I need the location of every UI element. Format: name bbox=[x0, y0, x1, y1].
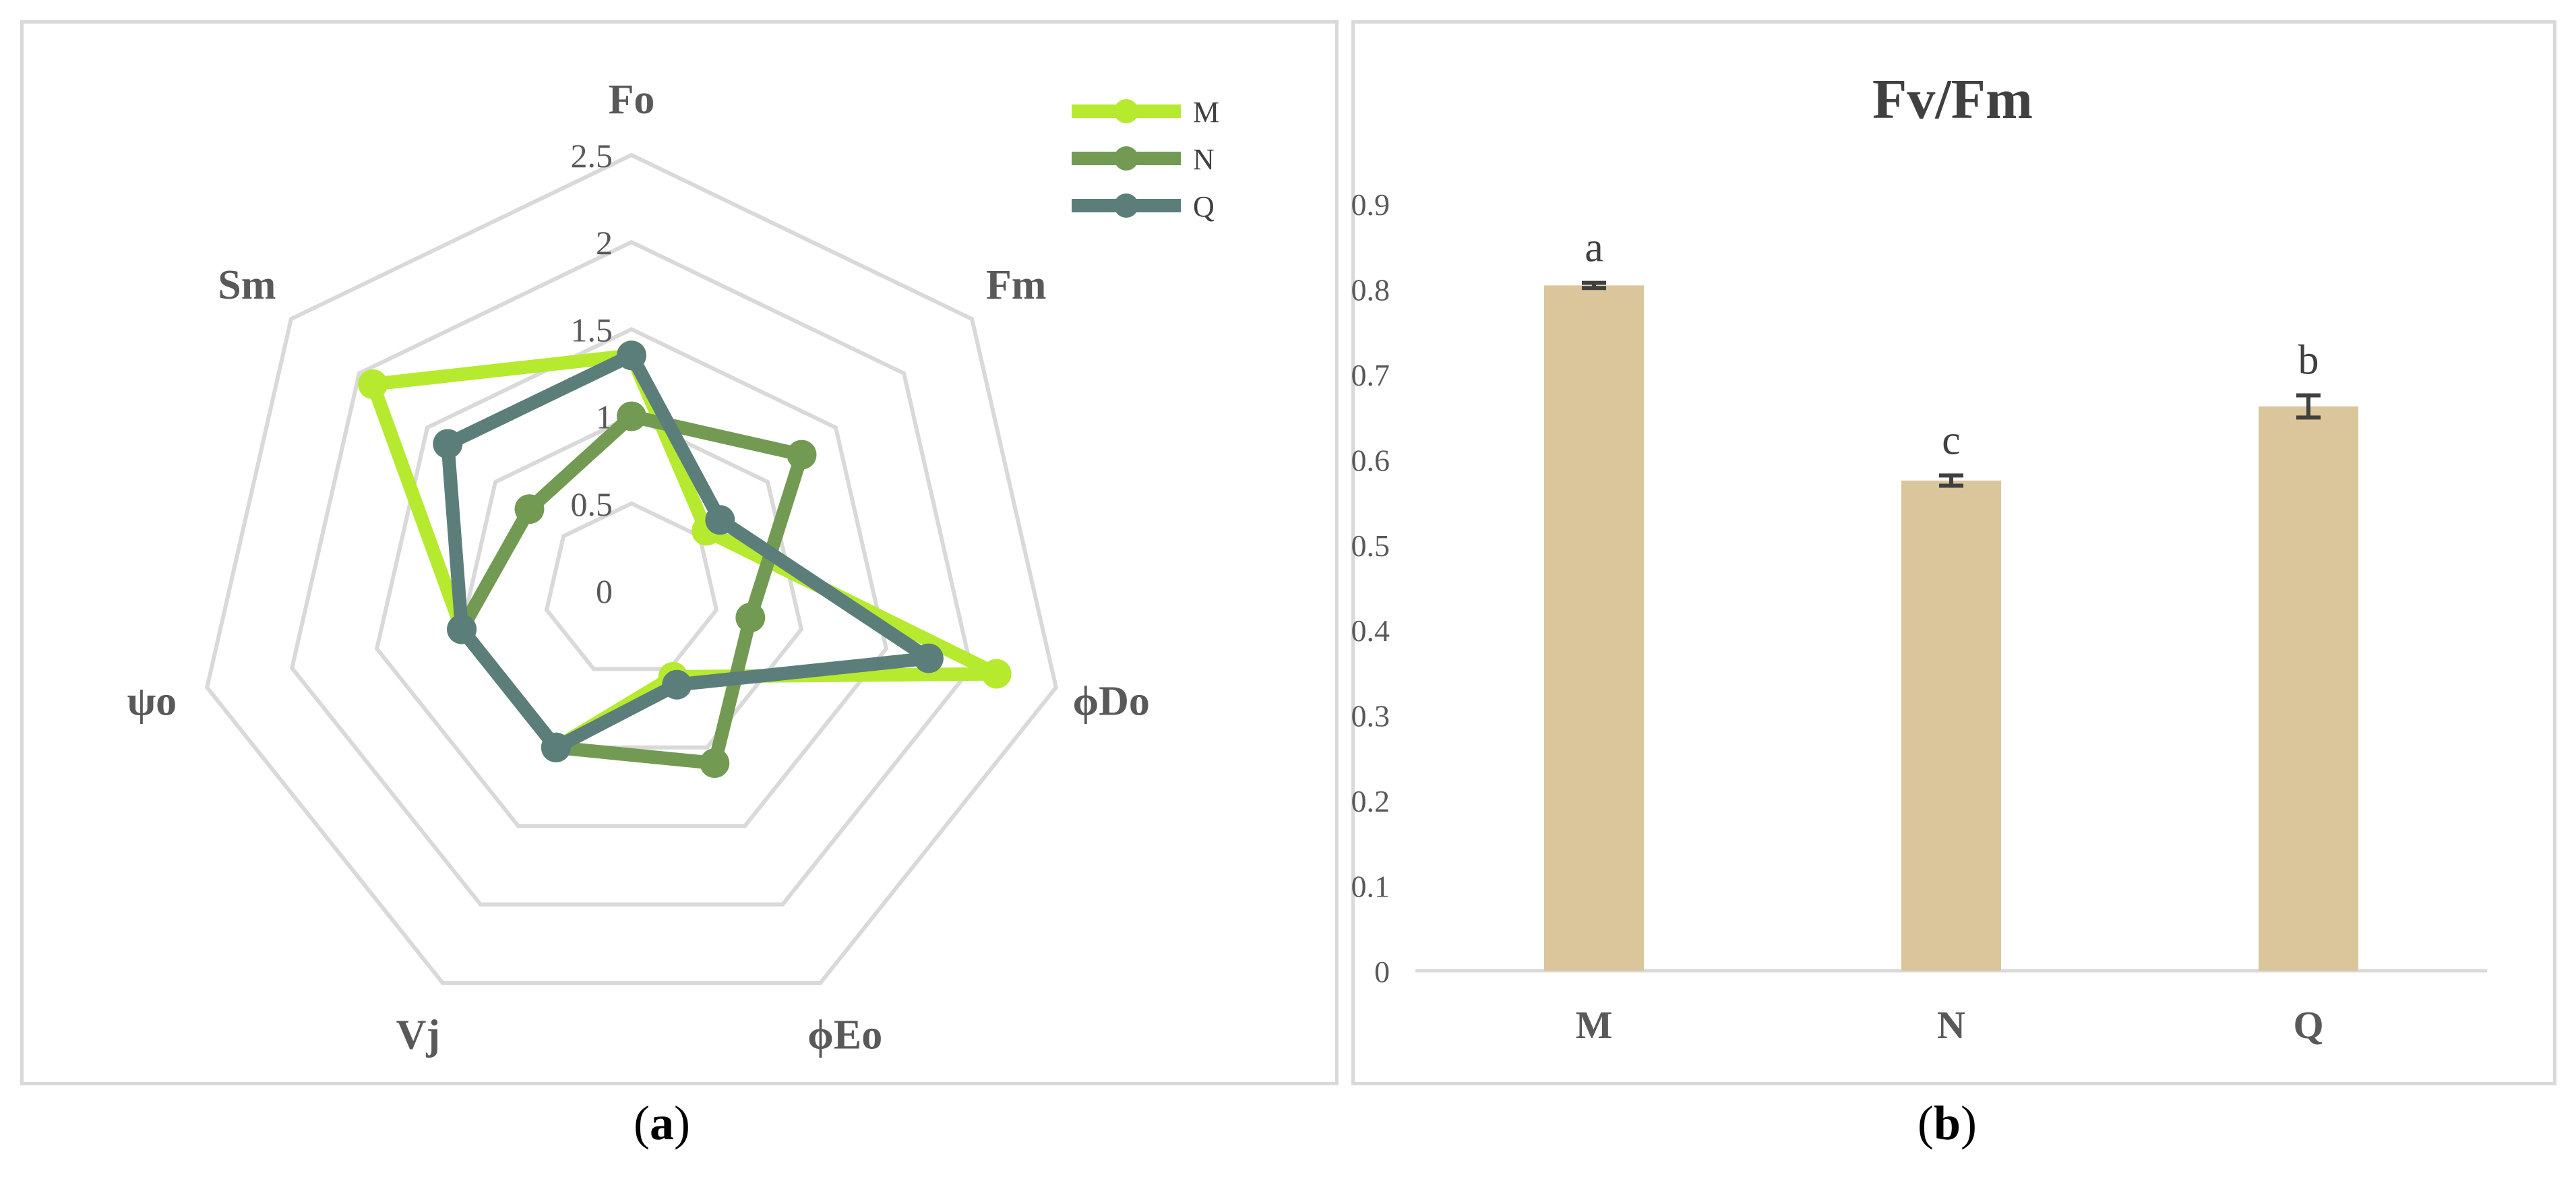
radar-axis-label-1: Fo bbox=[609, 77, 655, 123]
legend-label-n: N bbox=[1193, 143, 1215, 176]
radar-point-q bbox=[913, 643, 944, 673]
error-bar-n bbox=[1939, 473, 1963, 488]
radar-axis-label-4: ϕEo bbox=[807, 1013, 882, 1058]
radar-point-n bbox=[514, 494, 545, 524]
bar-y-tick-label: 0.2 bbox=[1351, 784, 1390, 818]
caption-a: (a) bbox=[634, 1096, 690, 1150]
radar-point-n bbox=[787, 440, 817, 470]
bar-x-tick-label-q: Q bbox=[2293, 1003, 2323, 1047]
radar-point-q bbox=[662, 669, 692, 700]
radar-grid-ring bbox=[459, 414, 804, 750]
bar-y-tick-label: 0.1 bbox=[1351, 870, 1390, 904]
legend-label-q: Q bbox=[1193, 190, 1215, 223]
radar-point-n bbox=[617, 401, 646, 431]
radar-tick-label: 0.5 bbox=[571, 485, 613, 523]
bar-y-tick-label: 0 bbox=[1374, 955, 1390, 989]
radar-point-m bbox=[358, 369, 388, 399]
bar-y-tick-label: 0.4 bbox=[1351, 613, 1390, 648]
bar-n bbox=[1901, 480, 2001, 971]
bar-y-tick-label: 0.9 bbox=[1351, 187, 1390, 222]
radar-legend: MNQ bbox=[1072, 96, 1219, 223]
radar-axis-label-6: ψo bbox=[127, 678, 177, 724]
radar-tick-label: 1.5 bbox=[571, 311, 613, 349]
bar-bars: a c b bbox=[1544, 225, 2358, 971]
bar-y-tick-label: 0.8 bbox=[1351, 272, 1390, 307]
bar-y-tick-label: 0.3 bbox=[1351, 699, 1390, 733]
bar-chart-title: Fv/Fm bbox=[1872, 68, 2033, 131]
radar-grid-ring bbox=[544, 501, 719, 671]
radar-axis-labels: Fo Fm ϕDo ϕEo Vj ψo Sm bbox=[127, 77, 1149, 1058]
legend-marker-m bbox=[1114, 99, 1138, 123]
radar-series-line-q bbox=[441, 349, 936, 754]
radar-point-q bbox=[705, 505, 735, 535]
radar-series-line-n bbox=[455, 409, 809, 771]
significance-label-n: c bbox=[1942, 417, 1961, 463]
caption-a-letter: a bbox=[649, 1096, 674, 1150]
radar-grid bbox=[204, 152, 1059, 985]
radar-axis-label-7: Sm bbox=[218, 262, 276, 308]
significance-label-q: b bbox=[2298, 338, 2319, 384]
radar-tick-label: 0 bbox=[596, 572, 613, 610]
bar-y-tick-labels: 0 0.1 0.2 0.3 0.4 0.5 0.6 0.7 0.8 0.9 bbox=[1351, 187, 1390, 989]
radar-point-m bbox=[981, 659, 1012, 689]
radar-axis-label-5: Vj bbox=[396, 1013, 440, 1058]
radar-point-q bbox=[541, 732, 571, 762]
bar-q bbox=[2259, 406, 2358, 971]
legend-marker-n bbox=[1114, 146, 1138, 171]
bar-m bbox=[1544, 285, 1644, 971]
error-bar-q bbox=[2296, 393, 2321, 420]
radar-point-q bbox=[447, 614, 477, 644]
bar-y-tick-label: 0.5 bbox=[1351, 529, 1390, 563]
caption-b-letter: b bbox=[1933, 1096, 1961, 1150]
radar-grid-ring bbox=[204, 152, 1059, 985]
radar-tick-label: 2.5 bbox=[571, 137, 613, 175]
radar-point-q bbox=[617, 340, 646, 371]
radar-point-n bbox=[735, 603, 766, 633]
radar-tick-label: 2 bbox=[596, 224, 613, 262]
radar-series bbox=[358, 340, 1012, 779]
radar-grid-ring bbox=[289, 239, 974, 907]
error-bar-m bbox=[1582, 280, 1606, 291]
radar-tick-labels: 00.511.522.5 bbox=[571, 137, 613, 610]
bar-x-tick-label-m: M bbox=[1576, 1003, 1613, 1047]
bar-y-tick-label: 0.6 bbox=[1351, 443, 1390, 477]
radar-axis-label-3: ϕDo bbox=[1072, 678, 1149, 724]
bar-x-tick-label-n: N bbox=[1937, 1003, 1965, 1047]
radar-point-n bbox=[700, 748, 730, 779]
radar-axis-label-2: Fm bbox=[986, 262, 1047, 308]
radar-point-q bbox=[433, 429, 463, 459]
legend-marker-q bbox=[1114, 193, 1138, 218]
caption-b: (b) bbox=[1918, 1096, 1977, 1150]
radar-grid-ring bbox=[374, 327, 889, 828]
bar-y-tick-label: 0.7 bbox=[1351, 358, 1390, 392]
legend-label-m: M bbox=[1193, 96, 1219, 129]
significance-label-m: a bbox=[1585, 225, 1603, 271]
